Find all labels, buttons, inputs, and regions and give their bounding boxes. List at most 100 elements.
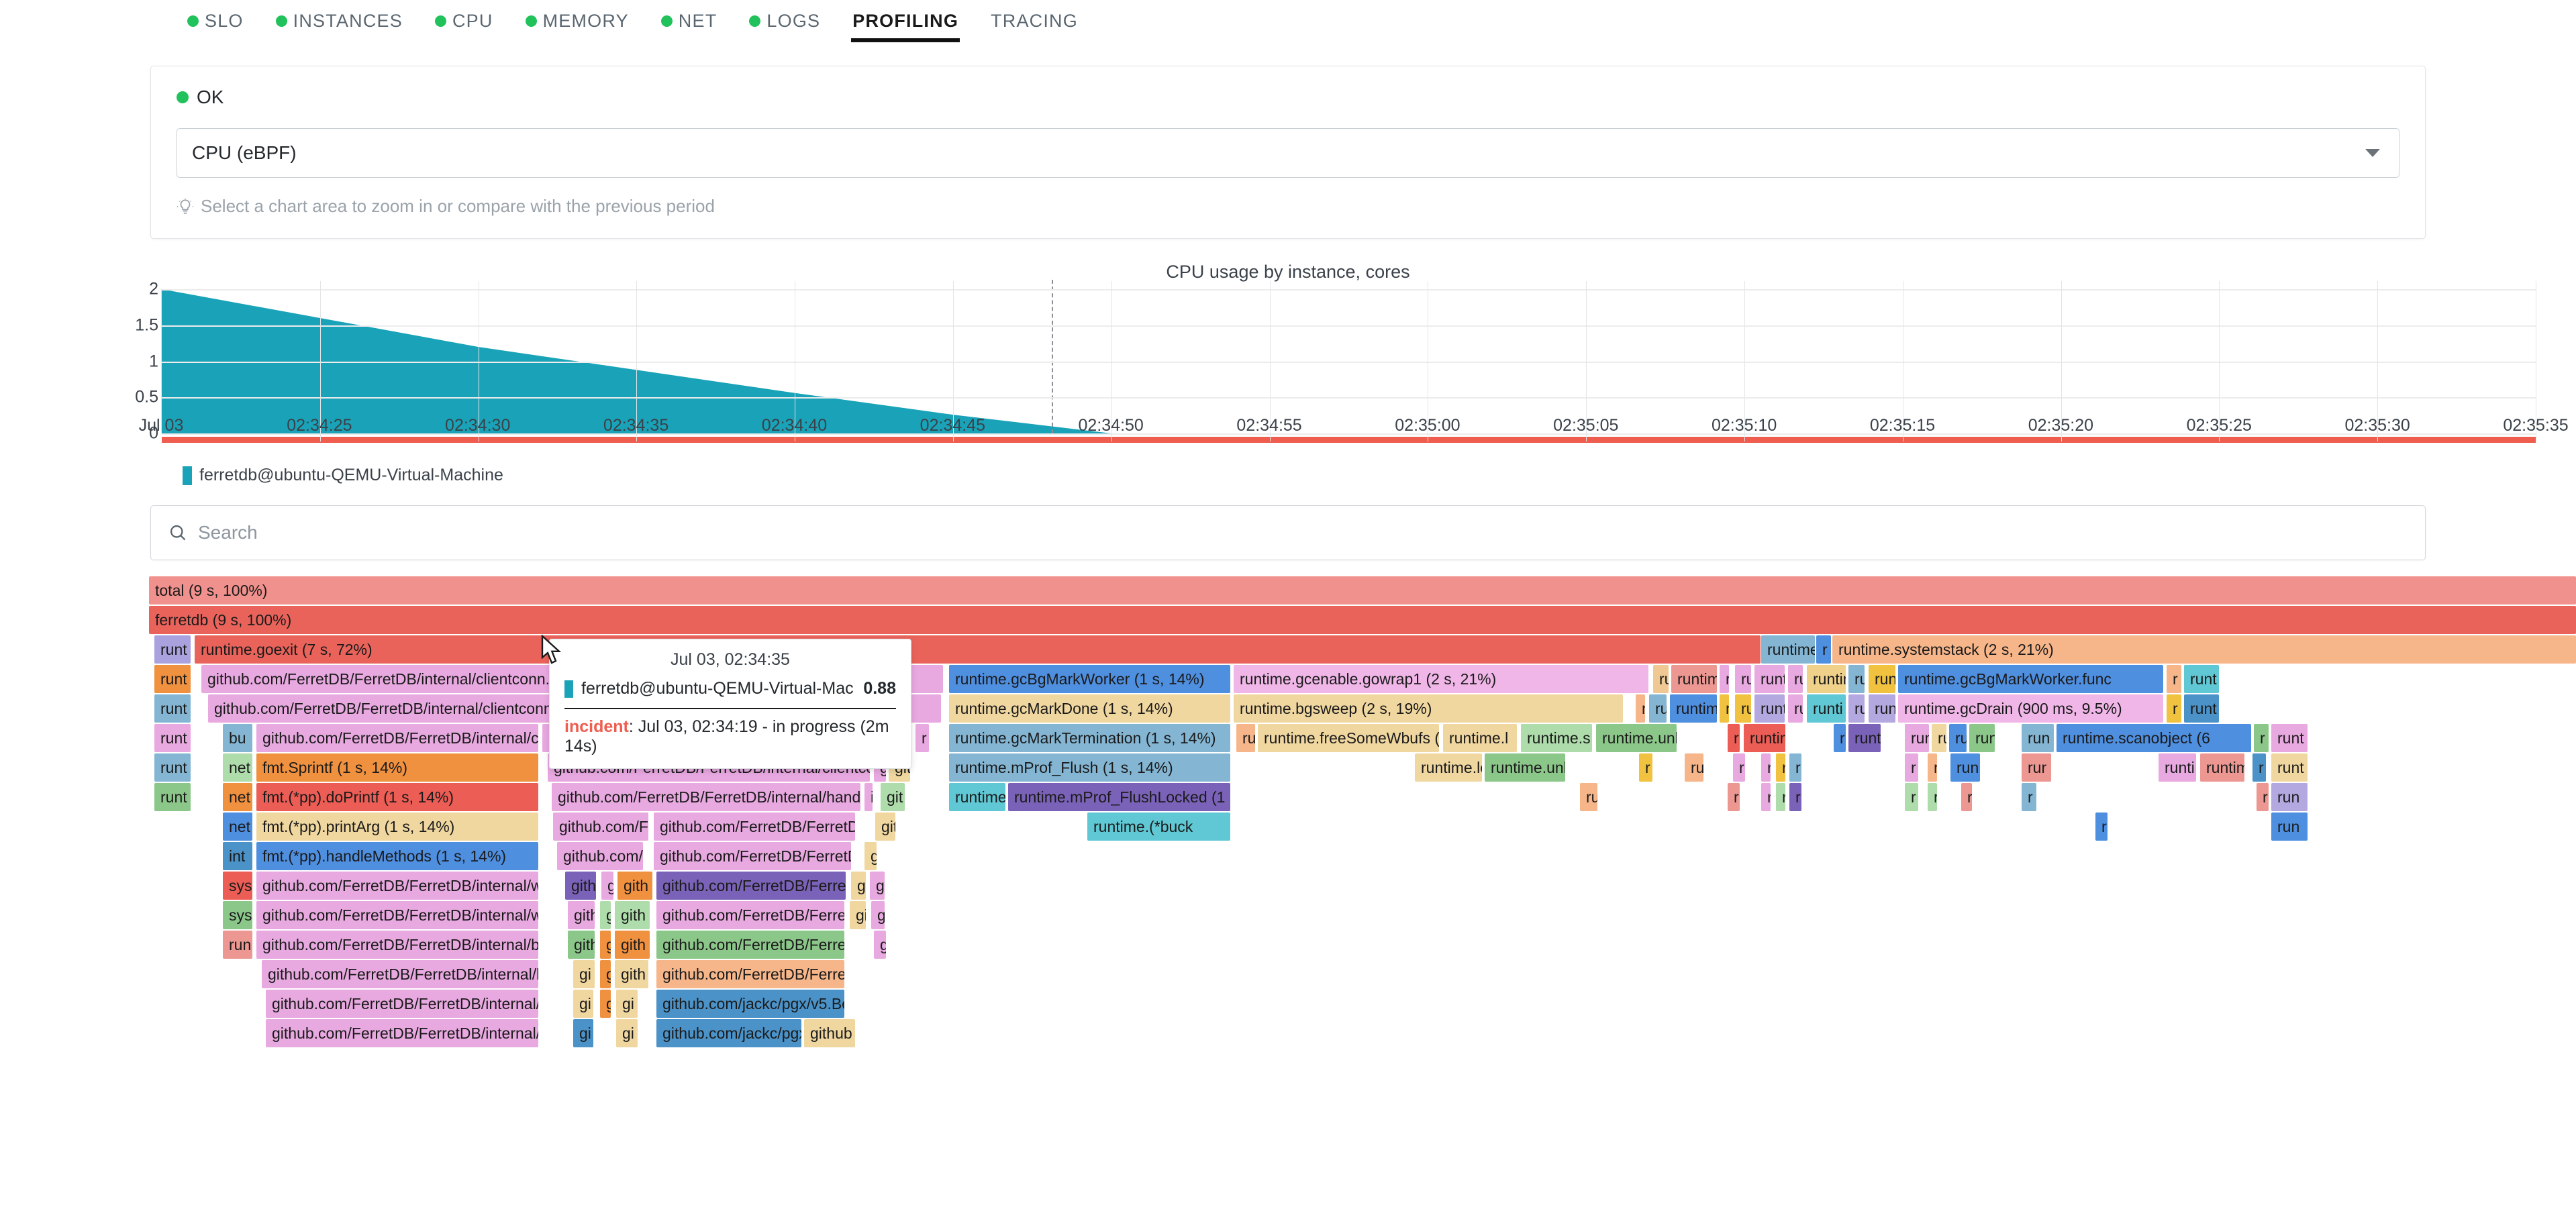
flamegraph-frame[interactable]: ru [1848,694,1865,723]
flamegraph-frame[interactable]: github.com/Fe [553,813,648,841]
flamegraph-frame[interactable]: ru [1788,694,1803,723]
chart-plot-area[interactable]: 0 0.5 1 1.5 2 [135,280,2536,443]
flamegraph-frame[interactable]: runtim [1807,665,1846,693]
flamegraph-frame[interactable]: gith [565,872,596,900]
flamegraph-frame[interactable]: runtime.s [1521,724,1592,752]
flamegraph-frame[interactable]: r [1789,753,1801,782]
flamegraph-frame[interactable]: runtime.bgsweep (2 s, 19%) [1234,694,1623,723]
flamegraph-frame[interactable]: r [1761,783,1771,811]
flamegraph-frame[interactable]: github.com/FerretDB/FerretDB/ [656,901,844,929]
flamegraph-frame[interactable]: ru [1653,665,1669,693]
flamegraph-frame[interactable]: g [601,872,613,900]
flamegraph-frame[interactable]: r [1928,783,1937,811]
flamegraph-frame[interactable]: runt [154,694,191,723]
flamegraph-frame[interactable]: github.com/FerretDB/FerretDB/internal/bs… [256,931,538,959]
flamegraph-frame[interactable]: gi [573,1019,593,1047]
flamegraph-frame[interactable]: g [851,872,866,900]
flamegraph-frame[interactable]: runtime.gcDrain (900 ms, 9.5%) [1898,694,2163,723]
flamegraph-frame[interactable]: runtime. [1670,694,1717,723]
flamegraph-frame[interactable]: runti [1848,724,1881,752]
flamegraph-frame[interactable]: run [1969,724,1995,752]
flamegraph-frame[interactable]: runti [1807,694,1846,723]
flamegraph-frame[interactable]: runtime [949,783,1005,811]
flamegraph-frame[interactable]: ru [1685,753,1703,782]
flamegraph-frame[interactable]: runti [1754,694,1785,723]
flamegraph-frame[interactable]: runtime.goexit (7 s, 72%) [195,635,1761,664]
flamegraph-frame[interactable]: github.com/jackc/pgx/v5.Begi [656,990,844,1018]
flamegraph-frame[interactable]: runt [2184,694,2219,723]
flamegraph-frame[interactable]: runtime.unloc [1485,753,1565,782]
flamegraph-frame[interactable]: ru [1580,783,1597,811]
flamegraph-frame[interactable]: ru [1949,724,1967,752]
flamegraph-frame[interactable]: total (9 s, 100%) [149,576,2576,605]
flamegraph-frame[interactable]: r [1639,753,1652,782]
flamegraph-frame[interactable]: i [864,783,873,811]
flamegraph-frame[interactable]: r [1776,783,1785,811]
flamegraph-frame[interactable]: runtime.mProf_Flush (1 s, 14%) [949,753,1230,782]
flamegraph-frame[interactable]: github.com/FerretDB/FerretDB/internal/cl… [256,724,538,752]
flamegraph-frame[interactable]: runt [2184,665,2219,693]
flamegraph-frame[interactable]: ru [1788,665,1803,693]
flamegraph-frame[interactable]: r [2257,783,2269,811]
tab-slo[interactable]: SLO [171,7,260,46]
flamegraph-frame[interactable]: r [1728,724,1740,752]
flamegraph-frame[interactable]: r [1816,635,1831,664]
flamegraph-frame[interactable]: ru [1932,724,1946,752]
flamegraph-frame[interactable]: runtime.gcMarkTermination (1 s, 14%) [949,724,1230,752]
flamegraph-frame[interactable]: net [223,783,252,811]
flamegraph-frame[interactable]: r [1961,783,1972,811]
flamegraph-frame[interactable]: runtime.gcMarkDone (1 s, 14%) [949,694,1230,723]
flamegraph-frame[interactable]: runtime.gcenable.gowrap1 (2 s, 21%) [1234,665,1648,693]
flamegraph-frame[interactable]: r [1905,783,1918,811]
flamegraph-frame[interactable]: runtime.gcBgMarkWorker (1 s, 14%) [949,665,1230,693]
flamegraph-search[interactable]: Search [150,505,2426,560]
flamegraph-frame[interactable]: r [1733,753,1745,782]
flamegraph-frame[interactable]: gith [615,901,650,929]
search-input[interactable]: Search [198,522,258,543]
flamegraph-frame[interactable]: runtim [2200,753,2244,782]
flamegraph-frame[interactable]: r [2252,753,2266,782]
flamegraph-frame[interactable]: runtime.scanobject (6 [2057,724,2251,752]
flamegraph-frame[interactable]: runti [1754,665,1785,693]
tab-instances[interactable]: INSTANCES [260,7,419,46]
flamegraph-frame[interactable]: runt [154,724,191,752]
flamegraph-frame[interactable]: fmt.(*pp).doPrintf (1 s, 14%) [256,783,538,811]
flamegraph-frame[interactable]: r [1720,665,1729,693]
flamegraph-frame[interactable]: github.com/jackc/pgx, [656,1019,801,1047]
flamegraph-frame[interactable]: runt [2271,753,2308,782]
incident-timeline-bar[interactable] [162,437,2536,443]
flamegraph-frame[interactable]: github.com/FerretDB/FerretDB/internal/bs… [266,990,538,1018]
flamegraph-frame[interactable]: run [1869,694,1895,723]
profile-type-select[interactable]: CPU (eBPF) [177,128,2399,178]
flamegraph-frame[interactable]: r [1720,694,1729,723]
flamegraph-frame[interactable]: github.com/FerretDB/FerretDE [656,960,844,988]
tab-logs[interactable]: LOGS [733,7,836,46]
flamegraph-frame[interactable]: runtime.mProf_FlushLocked (1 s, 12%) [1008,783,1230,811]
flamegraph-frame[interactable]: github.com/FerretDB/FerretDB/internal/ha… [552,783,860,811]
flamegraph-frame[interactable]: runtime.freeSomeWbufs (8 [1258,724,1439,752]
tab-profiling[interactable]: PROFILING [836,7,975,46]
flamegraph-frame[interactable]: github.com/FerretDB/FerretDB/internal/bs… [262,960,538,988]
flamegraph-frame[interactable]: run [2271,783,2308,811]
flamegraph-frame[interactable]: g [600,901,611,929]
flamegraph-frame[interactable]: run [1905,724,1929,752]
flamegraph-frame[interactable]: r [1776,753,1785,782]
flamegraph-frame[interactable]: github.com/Fe [557,842,643,870]
flamegraph-frame[interactable]: runt [154,635,191,664]
flamegraph-frame[interactable]: runt [154,753,191,782]
flamegraph-frame[interactable]: github.com/FerretDB/FerretDB/internal/wi… [256,872,538,900]
flamegraph-frame[interactable]: ru [1735,694,1751,723]
flamegraph-frame[interactable]: gi [870,872,885,900]
flamegraph-frame[interactable]: runtim [1744,724,1785,752]
flamegraph-frame[interactable]: int [223,842,252,870]
flamegraph-frame[interactable]: r [1728,783,1740,811]
flamegraph-frame[interactable]: ru [1735,665,1751,693]
flamegraph-frame[interactable]: r [2254,724,2269,752]
flamegraph-frame[interactable]: sys [223,872,252,900]
flamegraph-frame[interactable]: runtime.gcBgMarkWorker.func [1898,665,2163,693]
flamegraph-frame[interactable]: runtime.mc [1761,635,1815,664]
flamegraph-frame[interactable]: run [2022,724,2054,752]
tab-memory[interactable]: MEMORY [509,7,645,46]
flamegraph-frame[interactable]: gi [616,990,638,1018]
flamegraph-frame[interactable]: run [1869,665,1895,693]
